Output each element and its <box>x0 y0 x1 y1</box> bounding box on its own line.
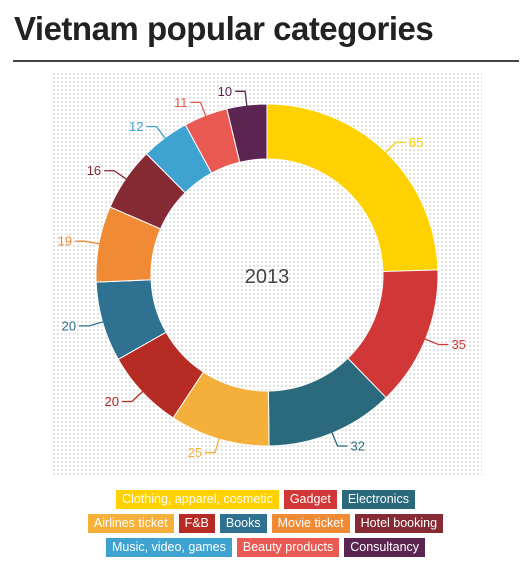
legend-item-movie-ticket: Movie ticket <box>271 514 350 533</box>
legend-item-clothing-apparel-cosmetic: Clothing, apparel, cosmetic <box>116 490 279 509</box>
data-label-clothing-apparel-cosmetic: 65 <box>409 135 423 150</box>
legend-item-gadget: Gadget <box>283 490 337 509</box>
slice-clothing-apparel-cosmetic <box>266 103 439 273</box>
center-label: 2013 <box>245 266 290 288</box>
data-label-electronics: 32 <box>351 439 365 454</box>
donut-chart: 65 35 32 25 20 20 19 16 12 11 10 2013 <box>58 84 466 460</box>
leader-line-clothing-apparel-cosmetic <box>382 141 406 156</box>
leader-line-beauty-products <box>190 101 208 120</box>
data-label-movie-ticket: 19 <box>58 234 72 249</box>
leader-line-hotel-booking <box>104 170 130 182</box>
data-label-consultancy: 10 <box>218 84 232 99</box>
legend-item-consultancy: Consultancy <box>344 538 426 557</box>
legend-item-electronics: Electronics <box>341 490 415 509</box>
data-label-books: 20 <box>62 318 76 333</box>
leader-line-music-video-games <box>146 125 168 142</box>
data-label-airlines-ticket: 25 <box>188 445 202 460</box>
leader-line-airlines-ticket <box>205 435 221 454</box>
leader-line-books <box>79 320 107 327</box>
legend: Clothing, apparel, cosmetic Gadget Electro… <box>0 490 531 562</box>
data-label-beauty-products: 11 <box>174 95 188 110</box>
slice-consultancy <box>226 103 268 163</box>
data-label-gadget: 35 <box>451 337 465 352</box>
page-title: Vietnam popular categories <box>14 10 434 47</box>
legend-item-music-video-games: Music, video, games <box>105 538 232 557</box>
data-label-hotel-booking: 16 <box>87 163 101 178</box>
leader-line-movie-ticket <box>75 240 103 246</box>
legend-row: Clothing, apparel, cosmetic Gadget Electro… <box>0 490 531 509</box>
data-labels-group: 65 35 32 25 20 20 19 16 12 11 10 <box>58 84 466 460</box>
leader-line-consultancy <box>235 90 248 110</box>
legend-row: Music, video, games Beauty products Consul… <box>0 538 531 557</box>
data-label-fandb: 20 <box>105 394 119 409</box>
legend-item-airlines-ticket: Airlines ticket <box>87 514 174 533</box>
leader-lines-group <box>75 90 449 454</box>
leader-line-fandb <box>121 388 146 403</box>
legend-item-hotel-booking: Hotel booking <box>354 514 444 533</box>
leader-line-gadget <box>421 337 449 346</box>
slices-group <box>95 103 439 447</box>
title-divider <box>13 60 519 62</box>
legend-item-beauty-products: Beauty products <box>236 538 340 557</box>
legend-item-fandb: F&B <box>178 514 215 533</box>
legend-item-books: Books <box>219 514 267 533</box>
legend-row: Airlines ticket F&B Books Movie ticket Hotel… <box>0 514 531 533</box>
data-label-music-video-games: 12 <box>129 119 143 134</box>
leader-line-electronics <box>330 429 348 447</box>
